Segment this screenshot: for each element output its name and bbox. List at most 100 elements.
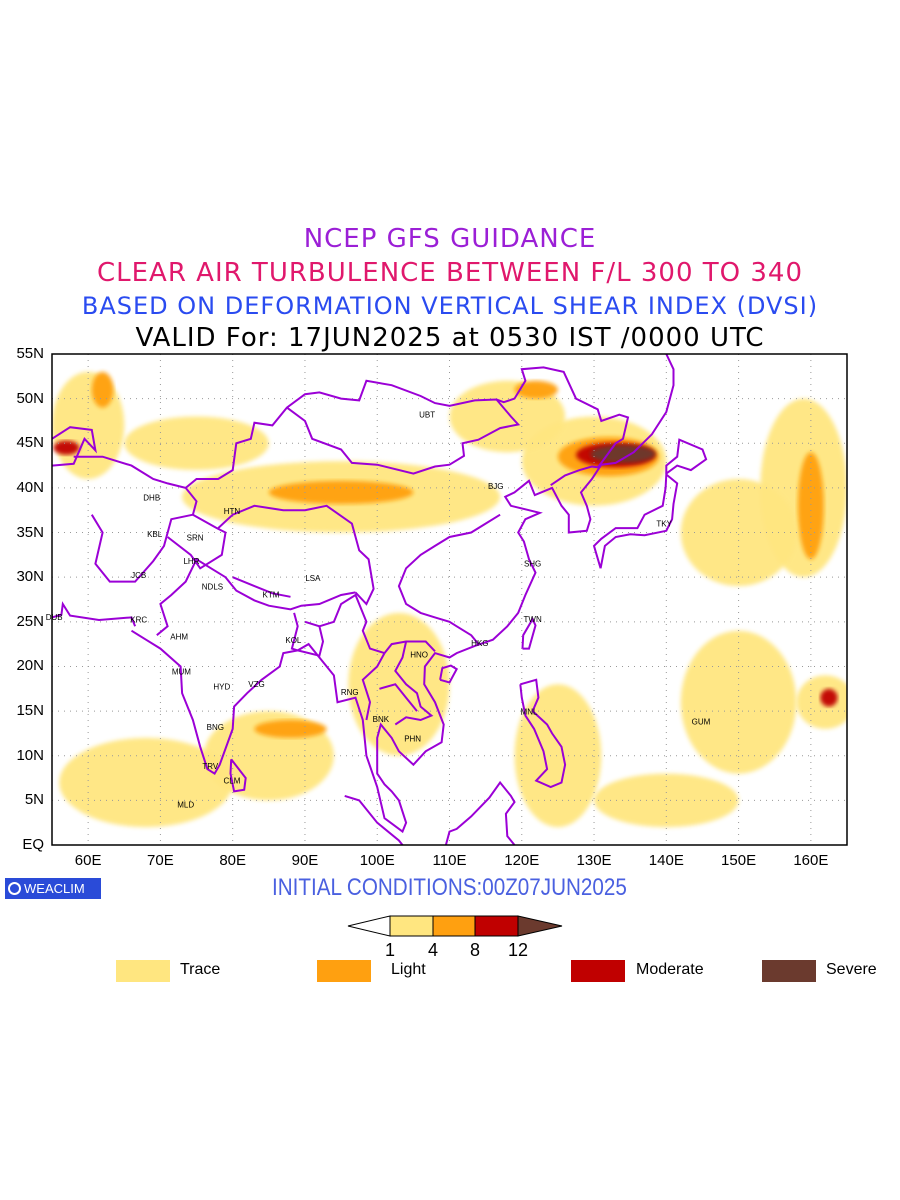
border-line — [521, 616, 537, 650]
border-line — [52, 601, 137, 627]
city-label: BNK — [373, 715, 390, 724]
border-line — [229, 758, 247, 793]
lat-tick-label: 50N — [16, 389, 44, 407]
turbulence-area-light — [268, 480, 414, 504]
lat-tick-label: 20N — [16, 657, 44, 675]
lon-tick-label: 110E — [432, 852, 467, 869]
country-borders — [52, 354, 708, 845]
city-label: MLD — [177, 801, 194, 810]
logo-text: WEACLIM — [24, 881, 85, 896]
city-label: DUB — [46, 613, 63, 622]
border-line — [156, 557, 356, 636]
border-line — [344, 794, 404, 845]
city-label: SRN — [187, 534, 204, 543]
turbulence-area-moderate — [53, 440, 80, 455]
city-label: PHN — [404, 734, 421, 743]
border-line — [394, 641, 434, 726]
colorbar-tick-label: 8 — [469, 940, 481, 960]
legend-label: Severe — [826, 961, 877, 978]
turbulence-area-light — [797, 452, 824, 560]
lon-tick-label: 70E — [147, 852, 174, 869]
city-label: BJG — [488, 482, 504, 491]
map-frame — [51, 353, 848, 846]
colorbar-low-arrow — [347, 915, 391, 937]
legend-swatch-light — [317, 960, 371, 982]
border-line — [290, 612, 325, 657]
colorbar — [347, 915, 563, 937]
turbulence-area-trace — [594, 773, 739, 828]
legend-swatch-severe — [762, 960, 816, 982]
turbulence-area-trace — [514, 684, 602, 828]
city-label: VZG — [248, 680, 264, 689]
city-label: RNG — [341, 688, 359, 697]
colorbar-tick-label: 4 — [427, 940, 439, 960]
legend-label: Light — [391, 961, 426, 978]
lon-tick-label: 150E — [721, 852, 757, 869]
colorbar-tick-label: 1 — [384, 940, 396, 960]
border-line — [379, 683, 418, 712]
border-line — [52, 426, 97, 467]
border-line — [444, 780, 516, 845]
city-label: HNO — [410, 651, 428, 660]
city-label: CLM — [224, 776, 241, 785]
turbulence-area-light — [91, 371, 114, 408]
border-line — [319, 593, 385, 655]
city-label: TWN — [524, 615, 542, 624]
city-label: HTN — [224, 507, 241, 516]
border-line — [217, 504, 375, 606]
border-line — [519, 678, 567, 789]
legend-swatch-moderate — [571, 960, 625, 982]
lon-tick-label: 60E — [74, 852, 102, 869]
city-label: DHB — [143, 493, 160, 502]
valid-time: VALID For: 17JUN2025 at 0530 IST /0000 U… — [135, 323, 765, 353]
city-label: GUM — [692, 717, 711, 726]
legend-label: Moderate — [636, 961, 704, 978]
lon-tick-label: 90E — [291, 852, 319, 869]
legend-swatch-trace — [116, 960, 170, 982]
border-line — [73, 455, 198, 583]
city-label: KRC — [130, 616, 147, 625]
colorbar-tick-label: 12 — [507, 940, 529, 960]
weaclim-logo: WEACLIM — [5, 878, 101, 899]
legend-label: Trace — [180, 961, 221, 978]
city-label: SHG — [524, 559, 541, 568]
border-line — [286, 398, 521, 475]
lat-tick-label: 5N — [24, 791, 44, 809]
border-line — [166, 513, 227, 570]
city-label: NDLS — [202, 583, 223, 592]
city-label: JCB — [131, 571, 146, 580]
city-label: TKY — [656, 519, 672, 528]
colorbar-segment — [474, 915, 519, 937]
colorbar-segment — [389, 915, 434, 937]
city-label: KTM — [263, 591, 280, 600]
city-label: UBT — [419, 410, 435, 419]
border-line — [185, 366, 630, 489]
lon-tick-label: 140E — [648, 852, 684, 869]
city-label: AHM — [170, 633, 188, 642]
city-label: LSA — [305, 574, 321, 583]
turbulence-area-light — [254, 720, 327, 738]
turbulence-area-trace — [680, 478, 797, 587]
city-label: HYD — [213, 683, 230, 692]
lon-tick-label: 120E — [504, 852, 540, 869]
border-line — [232, 576, 291, 598]
border-line — [550, 465, 599, 487]
title-line-3: BASED ON DEFORMATION VERTICAL SHEAR INDE… — [81, 292, 819, 320]
lat-tick-label: 25N — [16, 612, 44, 630]
city-label: KBL — [147, 530, 163, 539]
lon-tick-label: 130E — [576, 852, 612, 869]
border-line — [665, 438, 708, 475]
lon-tick-label: 80E — [219, 852, 247, 869]
border-line — [439, 664, 459, 684]
turbulence-area-trace — [59, 737, 233, 828]
city-label: BNG — [207, 723, 224, 732]
border-line — [361, 652, 386, 721]
title-line-2: CLEAR AIR TURBULENCE BETWEEN F/L 300 TO … — [96, 258, 804, 288]
logo-circle-icon — [8, 882, 21, 895]
turbulence-area-severe — [590, 445, 656, 463]
city-label: HKG — [471, 639, 488, 648]
city-label: TRV — [202, 762, 219, 771]
border-line — [397, 513, 501, 645]
lat-tick-label: 10N — [16, 746, 44, 764]
